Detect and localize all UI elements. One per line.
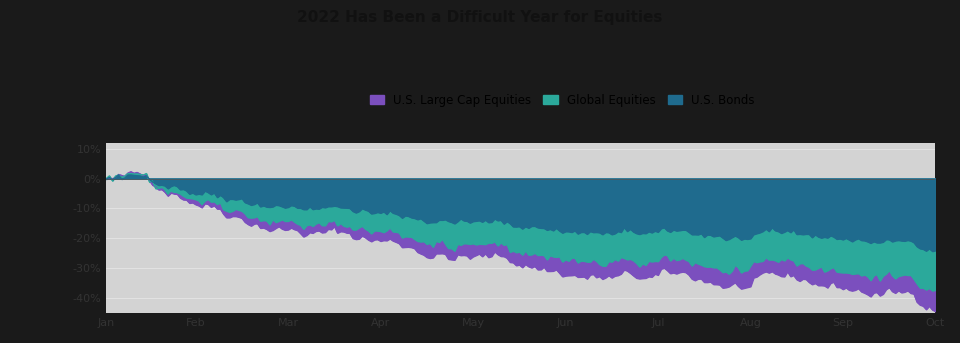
- Legend: U.S. Large Cap Equities, Global Equities, U.S. Bonds: U.S. Large Cap Equities, Global Equities…: [365, 89, 759, 111]
- Text: 2022 Has Been a Difficult Year for Equities: 2022 Has Been a Difficult Year for Equit…: [298, 10, 662, 25]
